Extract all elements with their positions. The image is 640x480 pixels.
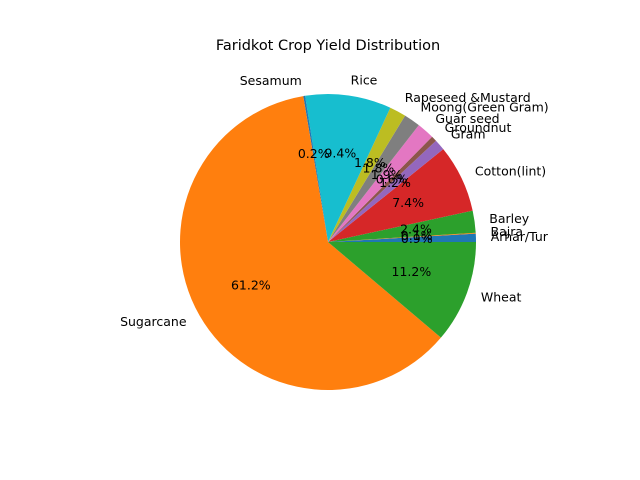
slice-percent-sugarcane: 61.2% (231, 277, 271, 292)
slice-label-rapeseed-mustard: Rapeseed &Mustard (405, 90, 531, 105)
slice-label-sugarcane: Sugarcane (120, 314, 187, 329)
pie-slice-guar-seed (328, 125, 433, 242)
slice-percent-gram: 1.2% (379, 175, 411, 190)
pie-slice-groundnut (328, 136, 436, 242)
chart-title: Faridkot Crop Yield Distribution (216, 38, 440, 54)
pie-slice-rapeseed-mustard (328, 107, 406, 242)
slice-percent-rice: 9.4% (324, 146, 356, 161)
slice-label-gram: Gram (451, 127, 486, 142)
slice-percent-wheat: 11.2% (392, 264, 432, 279)
slice-percent-bajra: 0.1% (401, 228, 433, 243)
pie-slice-arhar-tur (328, 233, 476, 242)
slice-label-bajra: Bajra (491, 224, 524, 239)
slice-label-wheat: Wheat (481, 290, 522, 305)
slice-percent-rapeseed-mustard: 1.8% (354, 155, 386, 170)
slice-label-groundnut: Groundnut (445, 120, 512, 135)
pie-slice-sesamum (303, 95, 328, 242)
slice-percent-barley: 2.4% (400, 221, 432, 236)
pie-slice-moong-green-gram (328, 115, 419, 242)
slice-label-arhar-tur: Arhar/Tur (491, 229, 549, 244)
pie-slice-sugarcane (180, 96, 441, 391)
pie-slice-rice (305, 94, 391, 243)
slice-percent-moong-green-gram: 1.8% (363, 160, 395, 175)
pie-slices (180, 94, 476, 391)
pie-slice-wheat (328, 242, 476, 338)
pie-slice-bajra (328, 232, 476, 242)
slice-percent-groundnut: 0.6% (376, 172, 408, 187)
slice-percent-cotton-lint: 7.4% (392, 195, 424, 210)
slice-label-cotton-lint: Cotton(lint) (475, 163, 546, 178)
slice-label-guar-seed: Guar seed (435, 111, 499, 126)
pie-slice-barley (328, 210, 476, 242)
pie-percent-labels: 0.9%0.1%2.4%7.4%1.2%0.6%1.9%1.8%1.8%9.4%… (231, 146, 433, 293)
slice-percent-arhar-tur: 0.9% (401, 231, 433, 246)
slice-label-moong-green-gram: Moong(Green Gram) (420, 100, 548, 115)
slice-label-sesamum: Sesamum (240, 73, 302, 88)
pie-slice-gram (328, 140, 444, 242)
slice-label-barley: Barley (489, 211, 530, 226)
slice-label-rice: Rice (351, 72, 378, 87)
slice-percent-guar-seed: 1.9% (371, 167, 403, 182)
pie-slice-cotton-lint (328, 149, 473, 242)
slice-percent-sesamum: 0.2% (298, 146, 330, 161)
